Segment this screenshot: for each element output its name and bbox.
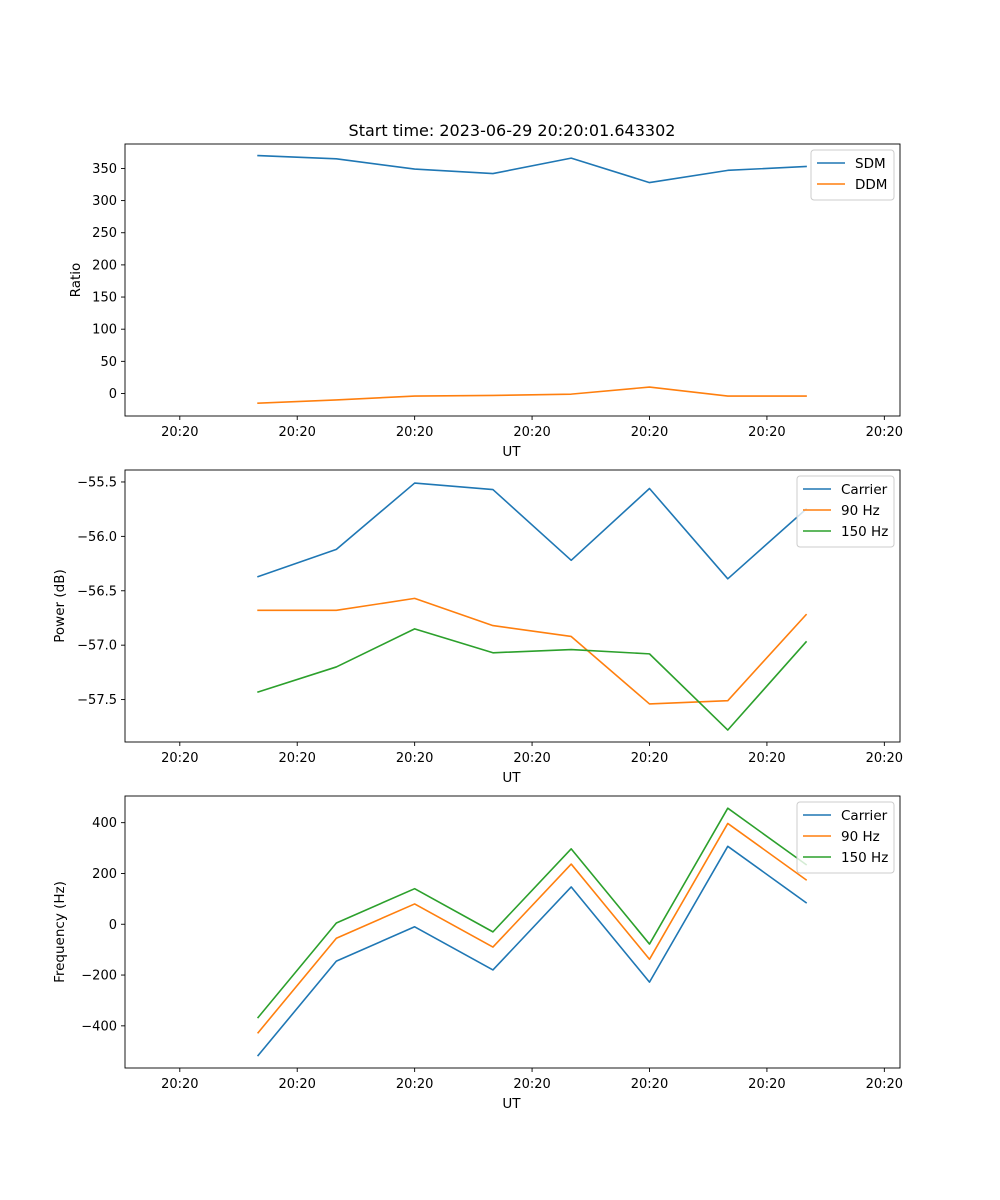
legend: Carrier 90 Hz 150 Hz: [796, 475, 895, 548]
y-axis-label: Ratio: [68, 263, 84, 298]
series-line-90-hz: [257, 597, 808, 705]
series-line-ddm: [257, 386, 807, 404]
legend-label-carrier: Carrier: [841, 482, 888, 498]
x-tick-label: 20:20: [748, 751, 785, 766]
series-line-carrier: [256, 845, 808, 1057]
legend-label-sdm: SDM: [855, 156, 886, 172]
legend-label-carrier: Carrier: [841, 808, 888, 824]
y-tick-label: 0: [109, 918, 117, 933]
y-tick-label: 200: [92, 258, 117, 273]
figure-title: Start time: 2023-06-29 20:20:01.643302: [349, 121, 676, 140]
x-tick-label: 20:20: [513, 425, 550, 440]
x-tick-label: 20:20: [748, 1077, 785, 1092]
legend-box: [796, 801, 895, 874]
y-axis-label: Frequency (Hz): [52, 881, 68, 983]
x-tick-label: 20:20: [161, 751, 198, 766]
y-tick-label: 300: [92, 194, 117, 209]
legend-label-90-hz: 90 Hz: [841, 829, 880, 845]
series-line-carrier: [257, 482, 808, 580]
x-tick-label: 20:20: [396, 425, 433, 440]
x-tick-label: 20:20: [161, 425, 198, 440]
series-line-sdm: [257, 154, 807, 184]
legend-label-150-hz: 150 Hz: [841, 850, 888, 866]
y-tick-label: −56.0: [77, 530, 117, 545]
x-tick-label: 20:20: [278, 1077, 315, 1092]
x-tick-label: 20:20: [866, 425, 903, 440]
x-tick-label: 20:20: [278, 425, 315, 440]
y-tick-label: 150: [92, 291, 117, 306]
x-axis-label: UT: [502, 444, 521, 460]
legend: Carrier 90 Hz 150 Hz: [796, 801, 895, 874]
y-tick-label: 100: [92, 323, 117, 338]
legend-label-ddm: DDM: [855, 177, 887, 193]
x-tick-label: 20:20: [631, 425, 668, 440]
axes-frame: [124, 795, 901, 1069]
x-axis-label: UT: [502, 770, 521, 786]
y-tick-label: −57.0: [77, 639, 117, 654]
axes-frame: [124, 143, 901, 417]
y-tick-label: −400: [81, 1019, 117, 1034]
x-tick-label: 20:20: [396, 751, 433, 766]
x-tick-label: 20:20: [161, 1077, 198, 1092]
y-tick-label: 400: [92, 816, 117, 831]
x-tick-label: 20:20: [631, 751, 668, 766]
y-tick-label: −56.5: [77, 584, 117, 599]
y-axis-label: Power (dB): [52, 569, 68, 642]
x-tick-label: 20:20: [513, 1077, 550, 1092]
y-tick-label: 50: [100, 355, 117, 370]
y-tick-label: −57.5: [77, 693, 117, 708]
y-tick-label: 0: [109, 387, 117, 402]
x-tick-label: 20:20: [396, 1077, 433, 1092]
y-tick-label: −55.5: [77, 475, 117, 490]
x-axis-label: UT: [502, 1096, 521, 1112]
y-tick-label: 250: [92, 226, 117, 241]
series-line-150-hz: [256, 807, 808, 1019]
x-tick-label: 20:20: [513, 751, 550, 766]
x-tick-label: 20:20: [631, 1077, 668, 1092]
y-tick-label: −200: [81, 969, 117, 984]
axes-frame: [124, 469, 901, 743]
series-line-90-hz: [256, 822, 808, 1034]
series-line-150-hz: [257, 628, 808, 731]
legend-box: [796, 475, 895, 548]
ratio-panel: 20:20 20:20 20:20 20:20 20:20 20:20 20:20 0 50 10…: [68, 143, 903, 460]
power-panel: 20:20 20:20 20:20 20:20 20:20 20:20 20:20 −55.5…: [52, 469, 903, 786]
x-tick-label: 20:20: [278, 751, 315, 766]
legend-label-90-hz: 90 Hz: [841, 503, 880, 519]
x-tick-label: 20:20: [866, 751, 903, 766]
x-tick-label: 20:20: [866, 1077, 903, 1092]
y-tick-label: 350: [92, 162, 117, 177]
panels: 20:20 20:20 20:20 20:20 20:20 20:20 20:20 0 50 10…: [52, 143, 903, 1112]
legend: SDM DDM: [810, 149, 895, 201]
legend-label-150-hz: 150 Hz: [841, 524, 888, 540]
x-tick-label: 20:20: [748, 425, 785, 440]
frequency-panel: 20:20 20:20 20:20 20:20 20:20 20:20 20:20 −400 −…: [52, 795, 903, 1112]
y-tick-label: 200: [92, 867, 117, 882]
